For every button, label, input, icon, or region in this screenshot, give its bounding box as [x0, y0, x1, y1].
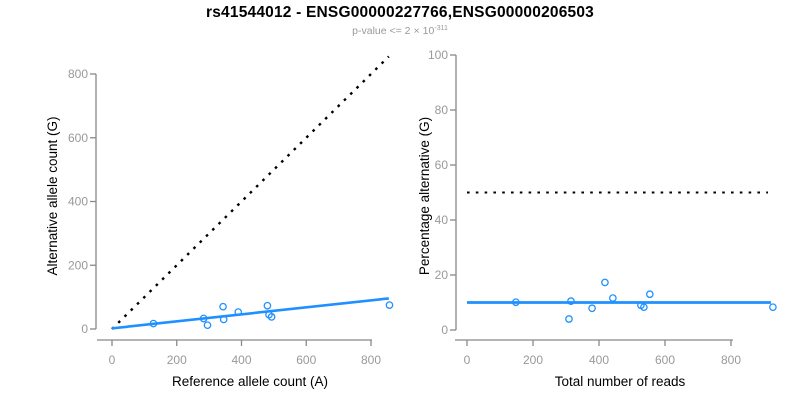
x-tick-label: 600: [296, 353, 316, 367]
identity-line: [111, 55, 390, 330]
pvalue-prefix: p-value <= 2: [352, 25, 411, 37]
right-xaxis-title: Total number of reads: [555, 374, 686, 389]
y-tick-label: 200: [68, 258, 88, 272]
pvalue-exponent: -311: [434, 25, 448, 32]
data-point: [588, 304, 596, 313]
data-point: [565, 315, 573, 323]
data-point: [640, 303, 648, 312]
data-point: [219, 315, 228, 324]
x-tick-label: 0: [109, 353, 116, 367]
figure-title: rs41544012 - ENSG00000227766,ENSG0000020…: [206, 4, 594, 21]
data-point: [263, 301, 272, 310]
y-tick-label: 0: [81, 322, 88, 336]
data-point: [385, 301, 394, 309]
x-tick-label: 800: [361, 353, 381, 367]
data-point: [203, 321, 212, 330]
data-point: [219, 302, 227, 311]
fit-line: [111, 297, 389, 330]
right-yaxis-title: Percentage alternative (G): [417, 117, 432, 275]
y-tick-label: 20: [435, 268, 449, 282]
data-point: [234, 308, 243, 316]
x-tick-label: 600: [655, 353, 675, 367]
y-tick-label: 60: [435, 158, 449, 172]
left-xaxis-title: Reference allele count (A): [172, 374, 328, 389]
data-point: [567, 297, 575, 305]
pvalue-subtitle: p-value <= 2 × 10-311: [0, 25, 800, 37]
x-tick-label: 0: [464, 353, 471, 367]
left-yaxis-title: Alternative allele count (G): [45, 116, 60, 275]
y-tick-label: 600: [68, 131, 88, 145]
y-tick-label: 80: [435, 103, 449, 117]
data-point: [149, 319, 158, 328]
data-point: [199, 314, 208, 323]
left-panel-allele-counts: 0 200 400 600 800 0 200 400 600 800: [68, 55, 394, 367]
x-tick-label: 200: [167, 353, 187, 367]
y-tick-label: 800: [68, 67, 88, 81]
data-point: [769, 303, 777, 312]
y-tick-label: 400: [68, 195, 88, 209]
x-tick-label: 200: [523, 353, 543, 367]
data-point: [645, 290, 654, 299]
y-tick-label: 0: [441, 323, 448, 337]
data-point: [511, 298, 520, 307]
data-point: [609, 294, 617, 302]
multiplication-sign: ×: [413, 25, 420, 37]
data-point: [267, 313, 276, 321]
y-tick-label: 40: [435, 213, 449, 227]
x-tick-label: 800: [721, 353, 741, 367]
x-tick-label: 400: [589, 353, 609, 367]
right-panel-percentage: 0 200 400 600 800 0 20 40 60 80 100: [428, 48, 777, 367]
data-point: [601, 278, 609, 287]
pvalue-base: 10: [422, 25, 435, 37]
y-tick-label: 100: [428, 48, 448, 62]
x-tick-label: 400: [231, 353, 251, 367]
